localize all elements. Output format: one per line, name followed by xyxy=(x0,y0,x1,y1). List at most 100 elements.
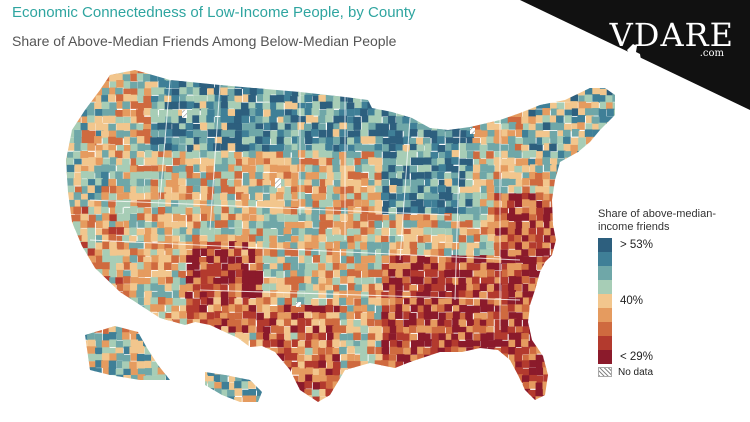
county-cell xyxy=(144,157,153,166)
county-cell xyxy=(374,150,382,158)
county-cell xyxy=(269,283,278,292)
county-cell xyxy=(521,269,530,278)
county-cell xyxy=(276,333,285,342)
county-cell xyxy=(199,137,207,146)
county-cell xyxy=(452,81,461,89)
county-cell xyxy=(172,354,181,362)
county-cell xyxy=(536,311,545,320)
county-cell xyxy=(326,73,335,81)
county-cell xyxy=(424,157,432,166)
county-cell xyxy=(228,290,236,299)
county-cell xyxy=(507,157,515,166)
county-cell xyxy=(318,263,326,271)
county-cell xyxy=(529,326,537,335)
county-cell xyxy=(179,61,187,69)
county-cell xyxy=(536,80,544,88)
county-cell xyxy=(486,388,495,396)
county-cell xyxy=(493,388,502,396)
county-cell xyxy=(269,193,278,202)
county-cell xyxy=(109,109,117,117)
county-cell xyxy=(178,340,187,348)
county-cell xyxy=(249,206,257,215)
county-cell xyxy=(241,115,250,124)
county-cell xyxy=(472,290,481,298)
county-cell xyxy=(368,129,377,138)
county-cell xyxy=(591,101,599,110)
county-cell xyxy=(248,255,257,263)
county-cell xyxy=(207,193,215,202)
county-cell xyxy=(556,311,565,320)
county-cell xyxy=(227,220,236,228)
county-cell xyxy=(374,144,383,152)
county-cell xyxy=(269,249,278,258)
county-cell xyxy=(473,333,481,342)
county-cell xyxy=(333,241,342,249)
county-cell xyxy=(395,361,404,370)
county-cell xyxy=(311,193,320,202)
county-cell xyxy=(101,123,110,132)
county-cell xyxy=(563,234,571,243)
county-cell xyxy=(570,242,579,250)
county-cell xyxy=(199,353,208,362)
county-cell xyxy=(430,186,438,195)
county-cell xyxy=(235,60,243,68)
county-cell xyxy=(339,284,347,293)
county-cell xyxy=(403,81,411,90)
county-cell xyxy=(291,312,299,321)
county-cell xyxy=(179,70,188,76)
county-cell xyxy=(479,396,487,402)
county-cell xyxy=(332,227,340,235)
county-cell xyxy=(87,115,95,123)
county-cell xyxy=(571,108,580,116)
county-cell xyxy=(451,157,459,165)
county-cell xyxy=(444,395,453,402)
county-cell xyxy=(130,368,139,377)
county-cell xyxy=(494,367,502,375)
county-cell xyxy=(185,241,194,250)
county-cell xyxy=(416,137,424,146)
county-cell xyxy=(501,263,510,272)
county-cell xyxy=(388,207,397,216)
county-cell xyxy=(122,74,131,82)
county-cell xyxy=(570,269,579,277)
county-cell xyxy=(242,123,250,131)
county-cell xyxy=(116,101,125,109)
county-cell xyxy=(577,354,586,363)
county-cell xyxy=(327,403,335,411)
county-cell xyxy=(164,150,172,159)
county-cell xyxy=(206,312,215,320)
county-cell xyxy=(66,304,68,313)
county-cell xyxy=(578,87,587,96)
county-cell xyxy=(486,73,494,82)
county-cell xyxy=(157,228,165,236)
county-cell xyxy=(291,143,300,152)
county-cell xyxy=(578,304,587,313)
county-cell xyxy=(214,220,223,228)
county-cell xyxy=(460,404,468,412)
county-cell xyxy=(143,332,152,341)
county-cell xyxy=(472,199,481,208)
county-cell xyxy=(88,255,96,264)
county-cell xyxy=(193,333,201,342)
county-cell xyxy=(179,353,188,362)
county-cell xyxy=(115,326,124,335)
county-cell xyxy=(577,73,585,81)
county-cell xyxy=(312,374,320,383)
county-cell xyxy=(186,228,194,237)
county-cell xyxy=(73,178,82,186)
county-cell xyxy=(528,396,537,402)
county-cell xyxy=(186,101,195,110)
county-cell xyxy=(101,375,110,383)
county-cell xyxy=(564,165,572,174)
county-cell xyxy=(360,227,369,235)
county-cell xyxy=(172,325,181,333)
county-cell xyxy=(346,228,355,237)
county-cell xyxy=(403,388,412,397)
county-cell xyxy=(389,242,398,251)
county-cell xyxy=(318,129,327,138)
county-cell xyxy=(74,129,82,138)
county-cell xyxy=(529,150,537,158)
county-cell xyxy=(571,395,580,402)
county-cell xyxy=(151,367,160,376)
county-cell xyxy=(500,395,509,402)
